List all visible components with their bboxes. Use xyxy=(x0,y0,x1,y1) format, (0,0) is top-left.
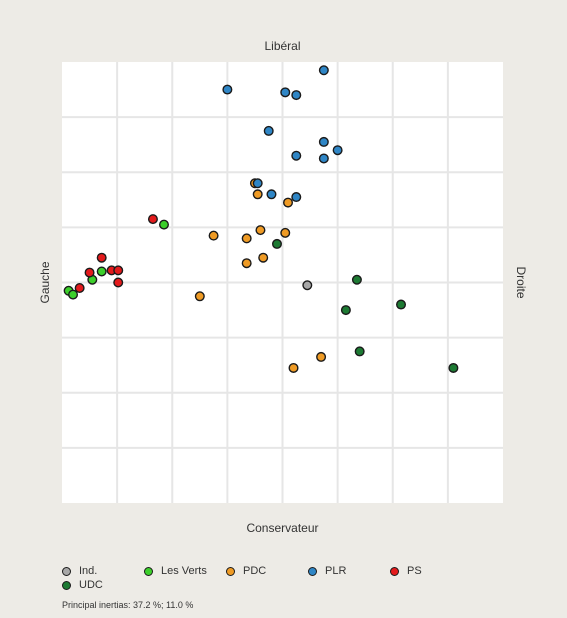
data-point xyxy=(241,233,252,244)
data-point xyxy=(448,362,459,373)
data-point xyxy=(194,291,205,302)
data-points xyxy=(63,65,459,373)
legend: Ind. Les Verts PDC PLR PS UDC xyxy=(62,564,502,592)
grid xyxy=(62,62,503,503)
axis-label-left: Gauche xyxy=(38,261,52,303)
data-point xyxy=(96,252,107,263)
data-point xyxy=(113,277,124,288)
data-point xyxy=(96,266,107,277)
data-point xyxy=(255,225,266,236)
legend-marker xyxy=(390,566,399,576)
data-point xyxy=(291,90,302,101)
legend-item: PS xyxy=(390,564,472,578)
data-point xyxy=(84,267,95,278)
data-point xyxy=(252,178,263,189)
legend-item: PDC xyxy=(226,564,308,578)
data-point xyxy=(302,280,313,291)
legend-label: PS xyxy=(407,565,422,577)
data-point xyxy=(318,153,329,164)
data-point xyxy=(291,150,302,161)
data-point xyxy=(396,299,407,310)
legend-marker xyxy=(62,580,71,590)
data-point xyxy=(318,65,329,76)
data-point xyxy=(266,189,277,200)
data-point xyxy=(252,189,263,200)
legend-label: UDC xyxy=(79,579,103,591)
legend-item: PLR xyxy=(308,564,390,578)
data-point xyxy=(158,219,169,230)
data-point xyxy=(74,283,85,294)
data-point xyxy=(263,125,274,136)
axis-label-bottom: Conservateur xyxy=(246,521,318,535)
data-point xyxy=(288,362,299,373)
legend-marker xyxy=(62,566,71,576)
data-point xyxy=(332,145,343,156)
data-point xyxy=(113,265,124,276)
data-point xyxy=(222,84,233,95)
legend-item: UDC xyxy=(62,578,144,592)
legend-item: Ind. xyxy=(62,564,144,578)
data-point xyxy=(283,197,294,208)
legend-label: Ind. xyxy=(79,565,98,577)
data-point xyxy=(351,274,362,285)
legend-label: Les Verts xyxy=(161,565,207,577)
data-point xyxy=(147,214,158,225)
data-point xyxy=(208,230,219,241)
data-point xyxy=(280,87,291,98)
legend-marker xyxy=(144,566,153,576)
legend-marker xyxy=(308,566,317,576)
data-point xyxy=(318,136,329,147)
data-point xyxy=(340,305,351,316)
data-point xyxy=(258,252,269,263)
axis-label-right: Droite xyxy=(514,266,528,298)
legend-label: PDC xyxy=(243,565,267,577)
legend-item: Les Verts xyxy=(144,564,226,578)
legend-marker xyxy=(226,566,235,576)
data-point xyxy=(316,351,327,362)
data-point xyxy=(241,258,252,269)
axis-label-top: Libéral xyxy=(264,39,300,53)
data-point xyxy=(291,192,302,203)
data-point xyxy=(280,227,291,238)
data-point xyxy=(354,346,365,357)
data-point xyxy=(271,238,282,249)
data-point xyxy=(68,289,79,300)
legend-label: PLR xyxy=(325,565,347,577)
principal-inertias-note: Principal inertias: 37.2 %; 11.0 % xyxy=(62,600,194,610)
